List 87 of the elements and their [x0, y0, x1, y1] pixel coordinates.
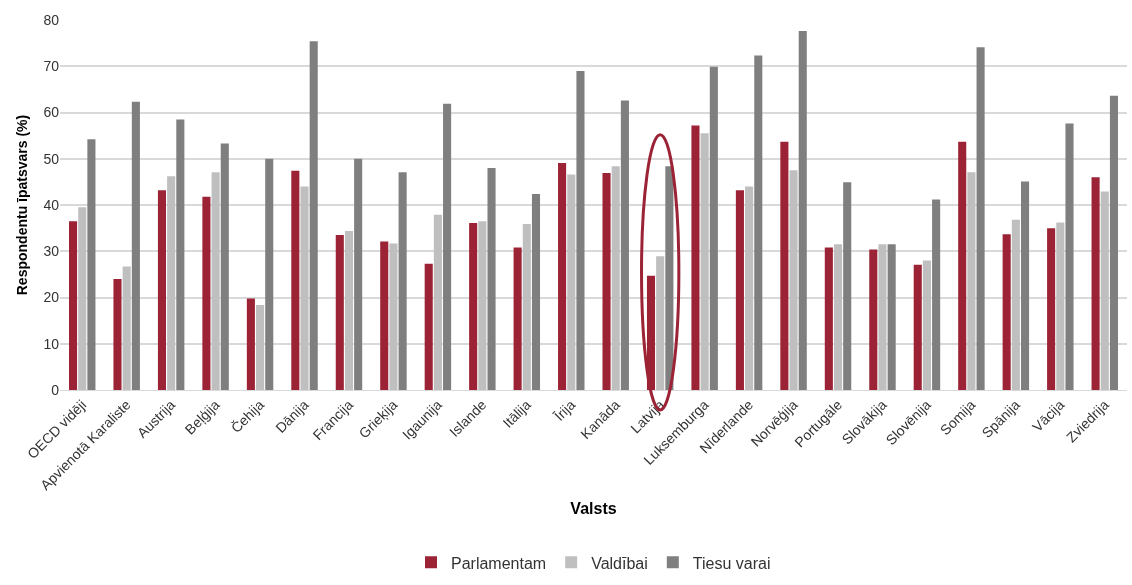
bar — [878, 244, 887, 390]
bar — [1065, 123, 1074, 390]
bar — [513, 247, 522, 390]
bar — [833, 244, 843, 390]
bar — [932, 199, 941, 390]
bar — [665, 166, 674, 390]
bar — [113, 279, 122, 390]
bar — [424, 263, 433, 390]
bar — [122, 266, 131, 390]
bar — [291, 170, 300, 390]
y-tick-label: 0 — [51, 381, 60, 398]
bar — [700, 133, 709, 390]
bar — [69, 221, 78, 390]
bar — [265, 158, 274, 390]
bar — [691, 125, 700, 390]
bar — [167, 176, 176, 390]
bar — [220, 143, 229, 390]
bar — [309, 41, 318, 390]
bar — [798, 31, 807, 390]
bar — [246, 298, 255, 390]
bar — [531, 193, 541, 390]
bar — [344, 230, 354, 390]
y-tick-label: 50 — [43, 150, 60, 167]
y-tick-label: 30 — [43, 243, 60, 260]
bar — [1100, 191, 1109, 390]
x-axis-title: Valsts — [570, 499, 617, 517]
bar — [745, 186, 754, 390]
y-axis-title: Respondentu īpatsvars (%) — [14, 114, 31, 296]
bar — [958, 141, 967, 390]
bar — [789, 170, 798, 390]
bar — [1047, 228, 1056, 390]
bar — [709, 66, 718, 390]
bar — [913, 264, 922, 390]
bar — [87, 139, 96, 390]
bar — [735, 190, 744, 390]
bar — [433, 214, 442, 390]
bar — [602, 173, 611, 390]
y-tick-label: 40 — [43, 196, 60, 213]
bar — [558, 162, 567, 390]
bar — [976, 47, 985, 390]
bar — [354, 158, 363, 390]
bar — [1091, 177, 1100, 390]
bar — [443, 103, 452, 390]
bar — [576, 70, 585, 390]
bar — [389, 243, 398, 390]
bar — [1002, 234, 1011, 390]
y-tick-label: 10 — [43, 335, 60, 352]
bar — [78, 207, 87, 390]
y-tick-label: 60 — [43, 104, 60, 121]
bar — [211, 172, 220, 390]
bar — [256, 304, 265, 390]
bar — [335, 235, 344, 390]
bar — [869, 249, 878, 390]
legend-label: Tiesu varai — [692, 554, 771, 572]
bar — [611, 166, 620, 390]
bar — [522, 223, 531, 390]
bar — [1021, 181, 1030, 390]
bar — [567, 174, 576, 390]
bar — [780, 141, 789, 390]
bar — [843, 182, 852, 390]
bar — [300, 186, 309, 390]
bar — [656, 256, 665, 390]
legend-label: Valdībai — [591, 554, 648, 572]
legend-label: Parlamentam — [451, 554, 547, 572]
bar — [469, 223, 478, 390]
bar — [646, 275, 656, 390]
bar — [922, 260, 931, 390]
bar — [398, 172, 407, 390]
bar — [824, 247, 833, 390]
y-tick-label: 80 — [43, 11, 60, 28]
bar — [967, 172, 976, 390]
bar — [754, 55, 763, 390]
bar — [131, 101, 140, 390]
x-tick-label: Īrija — [551, 396, 579, 424]
bar — [1056, 222, 1065, 390]
y-tick-label: 20 — [43, 289, 60, 306]
bar — [202, 196, 211, 390]
bar — [620, 100, 629, 390]
bar — [380, 241, 389, 390]
bar — [1011, 219, 1020, 390]
bar — [176, 119, 185, 390]
bar — [478, 221, 487, 390]
bar — [487, 168, 496, 390]
bar — [887, 244, 896, 390]
bar — [1109, 95, 1118, 390]
y-tick-label: 70 — [43, 58, 60, 75]
bar — [157, 190, 166, 390]
